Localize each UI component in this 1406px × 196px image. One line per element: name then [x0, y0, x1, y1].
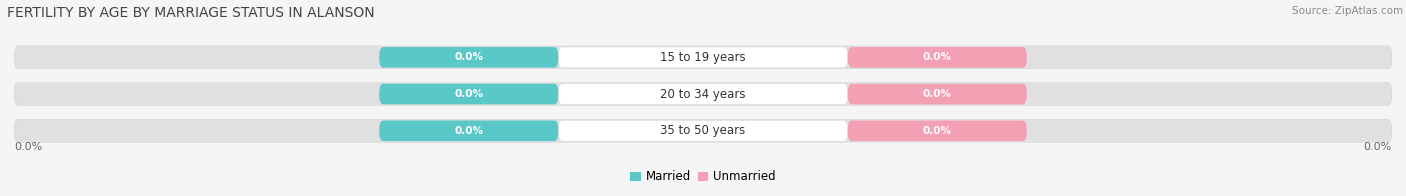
Text: 35 to 50 years: 35 to 50 years	[661, 124, 745, 137]
Text: 0.0%: 0.0%	[454, 126, 484, 136]
Text: 15 to 19 years: 15 to 19 years	[661, 51, 745, 64]
Text: 0.0%: 0.0%	[922, 89, 952, 99]
FancyBboxPatch shape	[380, 84, 558, 104]
FancyBboxPatch shape	[14, 119, 1392, 142]
FancyBboxPatch shape	[14, 83, 1392, 105]
Text: 0.0%: 0.0%	[14, 142, 42, 152]
FancyBboxPatch shape	[14, 46, 1392, 69]
FancyBboxPatch shape	[558, 121, 848, 141]
FancyBboxPatch shape	[848, 84, 1026, 104]
FancyBboxPatch shape	[558, 84, 848, 104]
Text: Source: ZipAtlas.com: Source: ZipAtlas.com	[1292, 6, 1403, 16]
Text: 0.0%: 0.0%	[454, 52, 484, 62]
Text: 20 to 34 years: 20 to 34 years	[661, 88, 745, 101]
Text: 0.0%: 0.0%	[1364, 142, 1392, 152]
Legend: Married, Unmarried: Married, Unmarried	[626, 166, 780, 188]
Text: 0.0%: 0.0%	[454, 89, 484, 99]
FancyBboxPatch shape	[380, 121, 558, 141]
Text: 0.0%: 0.0%	[922, 52, 952, 62]
FancyBboxPatch shape	[848, 121, 1026, 141]
FancyBboxPatch shape	[848, 47, 1026, 68]
Text: FERTILITY BY AGE BY MARRIAGE STATUS IN ALANSON: FERTILITY BY AGE BY MARRIAGE STATUS IN A…	[7, 6, 374, 20]
FancyBboxPatch shape	[558, 47, 848, 68]
Text: 0.0%: 0.0%	[922, 126, 952, 136]
FancyBboxPatch shape	[380, 47, 558, 68]
